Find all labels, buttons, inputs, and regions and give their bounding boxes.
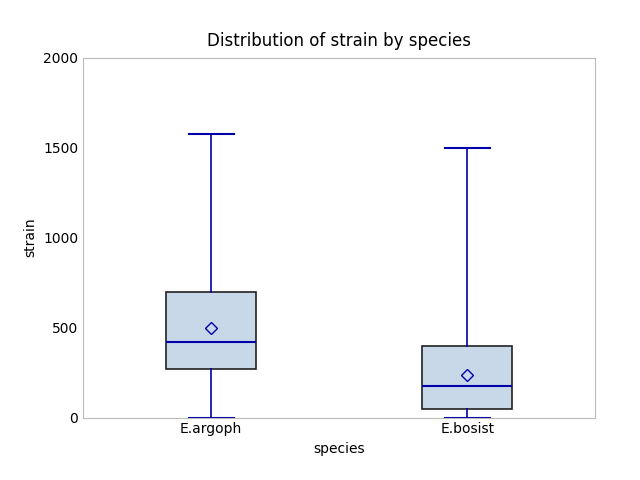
PathPatch shape (166, 291, 256, 369)
X-axis label: species: species (314, 442, 365, 456)
Title: Distribution of strain by species: Distribution of strain by species (207, 33, 471, 50)
PathPatch shape (422, 346, 512, 408)
Y-axis label: strain: strain (24, 218, 38, 257)
